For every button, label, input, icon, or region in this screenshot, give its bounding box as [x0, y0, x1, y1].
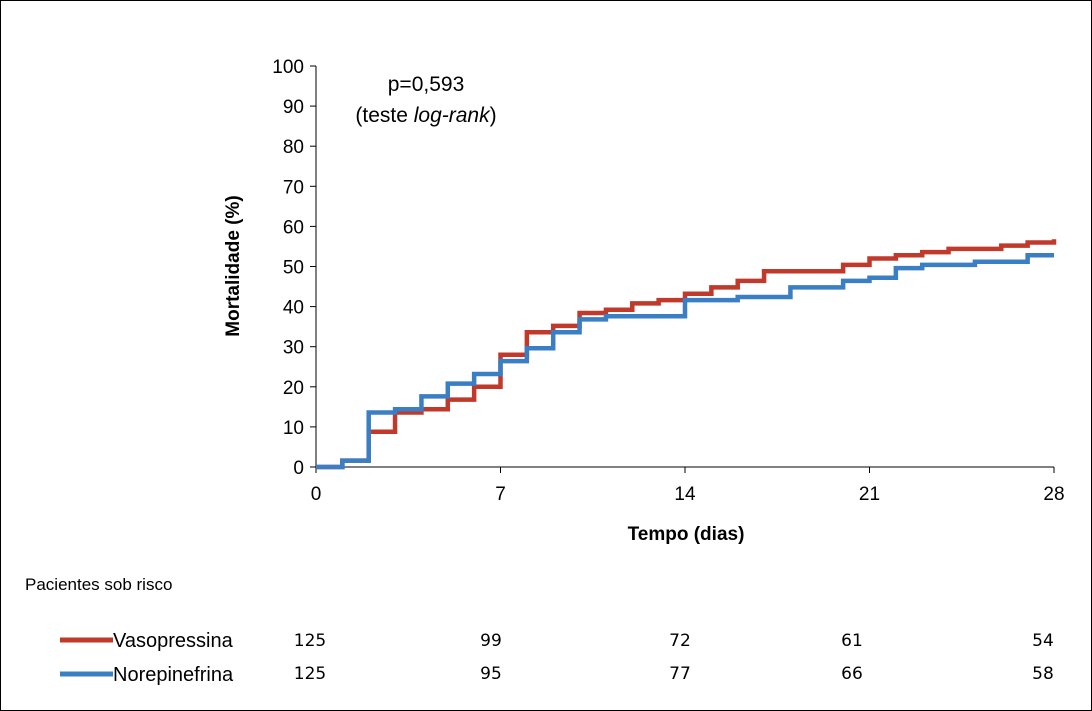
y-tick-label: 0: [293, 458, 304, 479]
x-tick-label: 14: [674, 484, 696, 505]
risk-count: 99: [480, 631, 502, 651]
risk-count: 77: [669, 664, 691, 684]
y-tick-label: 30: [283, 338, 304, 359]
test-name-italic: log-rank: [414, 104, 491, 127]
x-tick-label: 7: [495, 484, 506, 505]
x-axis-title: Tempo (dias): [628, 524, 745, 545]
y-tick-label: 20: [283, 378, 304, 399]
risk-count: 72: [669, 631, 691, 651]
y-tick-label: 10: [283, 418, 304, 439]
test-name-prefix: (teste: [355, 104, 413, 127]
risk-count: 61: [841, 631, 863, 651]
series-lines: [316, 239, 1057, 470]
risk-count: 95: [480, 664, 502, 684]
p-value-annotation: p=0,593: [388, 73, 465, 96]
y-tick-label: 100: [272, 57, 304, 78]
x-axis-ticks: 0 7 14 21 28: [311, 467, 1065, 505]
risk-row-vasopressina: Vasopressina 125 99 72 61 54: [60, 630, 1054, 652]
legend-label-vasopressina: Vasopressina: [113, 630, 234, 652]
y-tick-label: 90: [283, 97, 304, 118]
legend-label-norepinefrina: Norepinefrina: [113, 664, 234, 686]
x-tick-label: 0: [311, 484, 322, 505]
y-tick-label: 70: [283, 177, 304, 198]
risk-count: 125: [294, 664, 326, 684]
risk-count: 125: [294, 631, 326, 651]
y-axis-ticks: 0 10 20 30 40 50 60 70 80 90 100: [272, 57, 316, 479]
risk-count: 58: [1032, 664, 1054, 684]
y-tick-label: 50: [283, 258, 304, 279]
risk-count: 54: [1032, 631, 1054, 651]
y-tick-label: 60: [283, 217, 304, 238]
risk-count: 66: [841, 664, 863, 684]
y-tick-label: 40: [283, 298, 304, 319]
series-line-norepinefrina: [316, 253, 1054, 470]
test-name-annotation: (teste log-rank): [355, 104, 496, 127]
risk-row-norepinefrina: Norepinefrina 125 95 77 66 58: [60, 664, 1054, 686]
y-axis-title: Mortalidade (%): [223, 195, 244, 336]
x-tick-label: 21: [859, 484, 880, 505]
risk-table-title: Pacientes sob risco: [25, 575, 172, 594]
x-tick-label: 28: [1043, 484, 1064, 505]
test-name-suffix: ): [490, 104, 497, 127]
y-tick-label: 80: [283, 137, 304, 158]
series-line-vasopressina: [316, 239, 1057, 470]
